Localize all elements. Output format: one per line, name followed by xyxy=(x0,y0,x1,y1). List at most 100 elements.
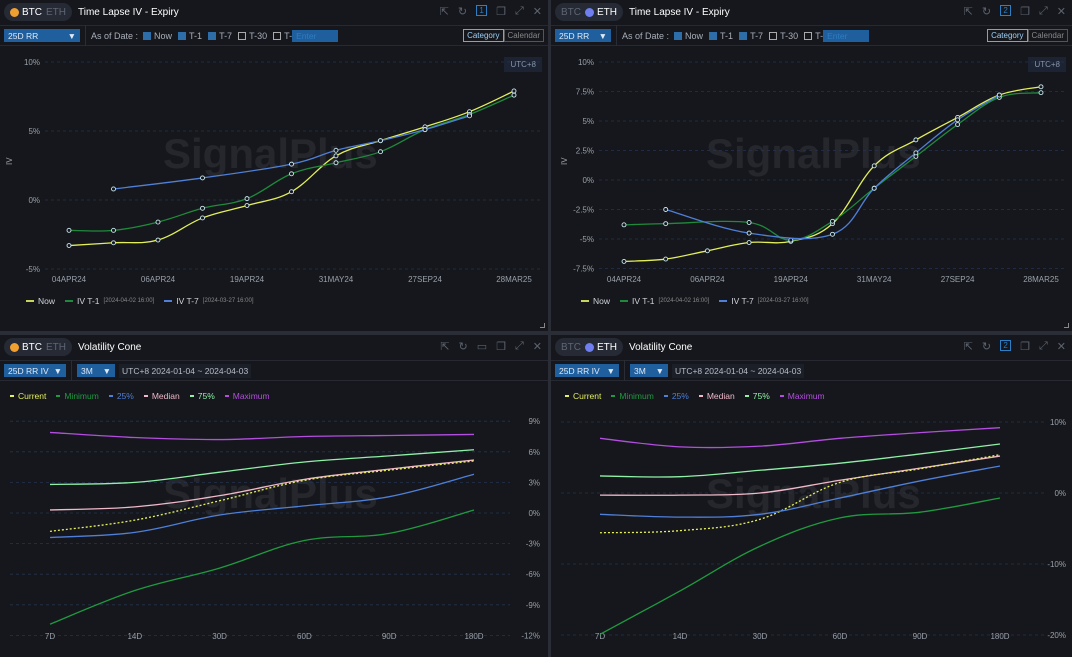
coin-toggle[interactable]: BTC ETH xyxy=(4,3,72,21)
layout-number-icon[interactable]: 2 xyxy=(1000,5,1012,16)
legend-75[interactable]: 75% xyxy=(744,391,770,401)
check-now[interactable]: Now xyxy=(674,31,703,41)
close-icon[interactable]: ✕ xyxy=(532,341,542,353)
eth-iv-chart: 10% 7.5% 5% 2.5% 0% -2.5% -5% -7.5% IV 04APR24 06A… xyxy=(560,58,1066,284)
metric-select[interactable]: 25D RR IV ▼ xyxy=(4,364,66,377)
calendar-tab[interactable]: Calendar xyxy=(503,29,544,42)
check-t30[interactable]: T-30 xyxy=(238,31,267,41)
check-t30[interactable]: T-30 xyxy=(769,31,798,41)
legend-t7[interactable]: IV T-7 [2024-03-27 16:00] xyxy=(719,296,809,306)
refresh-icon[interactable]: ↻ xyxy=(981,6,992,18)
btc-option[interactable]: BTC xyxy=(10,342,42,353)
copy-icon[interactable]: ❐ xyxy=(496,341,506,353)
toolbar: 25D RR ▼ As of Date : Now T-1 T-7 T-30 T-… xyxy=(551,25,1072,46)
layout-number-icon[interactable]: 1 xyxy=(476,5,488,16)
legend-current[interactable]: Current xyxy=(10,391,46,401)
calendar-tab[interactable]: Calendar xyxy=(1027,29,1068,42)
metric-select[interactable]: 25D RR ▼ xyxy=(555,29,611,42)
btc-option[interactable]: BTC xyxy=(561,341,581,353)
expand-icon[interactable]: ⤢ xyxy=(1038,5,1048,17)
y-tick-label: -20% xyxy=(1047,631,1066,640)
expand-icon[interactable]: ⤢ xyxy=(1038,340,1048,352)
coin-toggle[interactable]: BTC ETH xyxy=(4,338,72,356)
copy-icon[interactable]: ❐ xyxy=(1020,6,1030,18)
expand-icon[interactable]: ⤢ xyxy=(514,5,524,17)
folder-icon[interactable]: ▭ xyxy=(476,341,488,353)
refresh-icon[interactable]: ↻ xyxy=(458,341,468,353)
btc-time-lapse-panel: BTC ETH Time Lapse IV - Expiry ⇱ ↻ 1 ❐ ⤢ ✕ 25… xyxy=(0,0,548,331)
legend-maximum[interactable]: Maximum xyxy=(224,391,270,401)
copy-icon[interactable]: ❐ xyxy=(496,6,506,18)
legend-25[interactable]: 25% xyxy=(663,391,689,401)
custom-days-input[interactable]: Enter xyxy=(292,29,339,42)
panel-header: BTC ETH Volatility Cone ⇱ ↻ ▭ ❐ ⤢ ✕ xyxy=(0,335,548,359)
refresh-icon[interactable]: ↻ xyxy=(457,6,468,18)
external-link-icon[interactable]: ⇱ xyxy=(439,6,449,18)
resize-handle[interactable] xyxy=(540,323,545,328)
category-tab[interactable]: Category xyxy=(987,29,1028,42)
external-link-icon[interactable]: ⇱ xyxy=(963,6,973,18)
legend-25[interactable]: 25% xyxy=(108,391,134,401)
legend-t1[interactable]: IV T-1 [2024-04-02 16:00] xyxy=(65,296,154,306)
y-tick-label: -5% xyxy=(580,235,594,244)
close-icon[interactable]: ✕ xyxy=(532,6,542,18)
metric-select[interactable]: 25D RR IV ▼ xyxy=(555,364,619,377)
data-point-t1 xyxy=(333,160,339,166)
period-select[interactable]: 3M ▼ xyxy=(630,364,668,377)
x-tick-label: 7D xyxy=(595,632,605,641)
legend-t1[interactable]: IV T-1 [2024-04-02 16:00] xyxy=(620,296,709,306)
legend-now[interactable]: Now xyxy=(581,296,610,306)
resize-handle[interactable] xyxy=(1064,323,1069,328)
legend-75[interactable]: 75% xyxy=(189,391,215,401)
metric-select[interactable]: 25D RR ▼ xyxy=(4,29,80,42)
check-t1[interactable]: T-1 xyxy=(709,31,733,41)
legend-t7[interactable]: IV T-7 [2024-03-27 16:00] xyxy=(164,296,254,306)
legend-now[interactable]: Now xyxy=(26,296,55,306)
refresh-icon[interactable]: ↻ xyxy=(981,341,992,353)
legend-minimum[interactable]: Minimum xyxy=(611,391,654,401)
data-point-now xyxy=(200,215,205,221)
checkbox-icon xyxy=(143,31,152,40)
data-point-now xyxy=(155,237,161,243)
close-icon[interactable]: ✕ xyxy=(1056,341,1066,353)
btc-option[interactable]: BTC xyxy=(561,6,581,18)
legend-minimum[interactable]: Minimum xyxy=(56,391,99,401)
series-line-p25 xyxy=(49,473,475,539)
close-icon[interactable]: ✕ xyxy=(1056,6,1066,18)
series-line-t7 xyxy=(665,94,1000,240)
eth-option[interactable]: ETH xyxy=(585,342,617,353)
layout-number-icon[interactable]: 2 xyxy=(1000,340,1012,351)
legend-median[interactable]: Median xyxy=(698,391,735,401)
period-select[interactable]: 3M ▼ xyxy=(77,364,115,377)
external-link-icon[interactable]: ⇱ xyxy=(440,341,450,353)
copy-icon[interactable]: ❐ xyxy=(1020,341,1030,353)
chart-legend: Current Minimum 25% Median 75% Maximum xyxy=(565,391,825,401)
expand-icon[interactable]: ⤢ xyxy=(514,340,524,352)
check-now[interactable]: Now xyxy=(143,31,172,41)
custom-days-input[interactable]: Enter xyxy=(823,29,870,42)
eth-option[interactable]: ETH xyxy=(585,7,617,18)
check-t7[interactable]: T-7 xyxy=(208,31,232,41)
chevron-down-icon: ▼ xyxy=(67,30,76,41)
check-custom[interactable]: T- xyxy=(804,31,823,41)
check-t1[interactable]: T-1 xyxy=(178,31,202,41)
data-point-t1 xyxy=(289,171,294,177)
axis-mode-toggle: Category Calendar xyxy=(987,29,1068,42)
coin-toggle[interactable]: BTC ETH xyxy=(555,338,623,356)
toolbar: 25D RR IV ▼ 3M ▼ UTC+8 2024-01-04 ~ 2024-0… xyxy=(0,360,548,381)
legend-current[interactable]: Current xyxy=(565,391,601,401)
check-custom[interactable]: T- xyxy=(273,31,292,41)
check-t7[interactable]: T-7 xyxy=(739,31,763,41)
y-tick-label: -12% xyxy=(521,631,540,640)
panel-actions: ⇱ ↻ ▭ ❐ ⤢ ✕ xyxy=(440,340,542,353)
chevron-down-icon: ▼ xyxy=(598,30,607,41)
legend-maximum[interactable]: Maximum xyxy=(779,391,825,401)
data-point-now xyxy=(66,243,72,248)
coin-toggle[interactable]: BTC ETH xyxy=(555,3,623,21)
eth-option[interactable]: ETH xyxy=(46,341,66,353)
external-link-icon[interactable]: ⇱ xyxy=(963,341,973,353)
category-tab[interactable]: Category xyxy=(463,29,504,42)
eth-option[interactable]: ETH xyxy=(46,6,66,18)
legend-median[interactable]: Median xyxy=(143,391,180,401)
btc-option[interactable]: BTC xyxy=(10,7,42,18)
